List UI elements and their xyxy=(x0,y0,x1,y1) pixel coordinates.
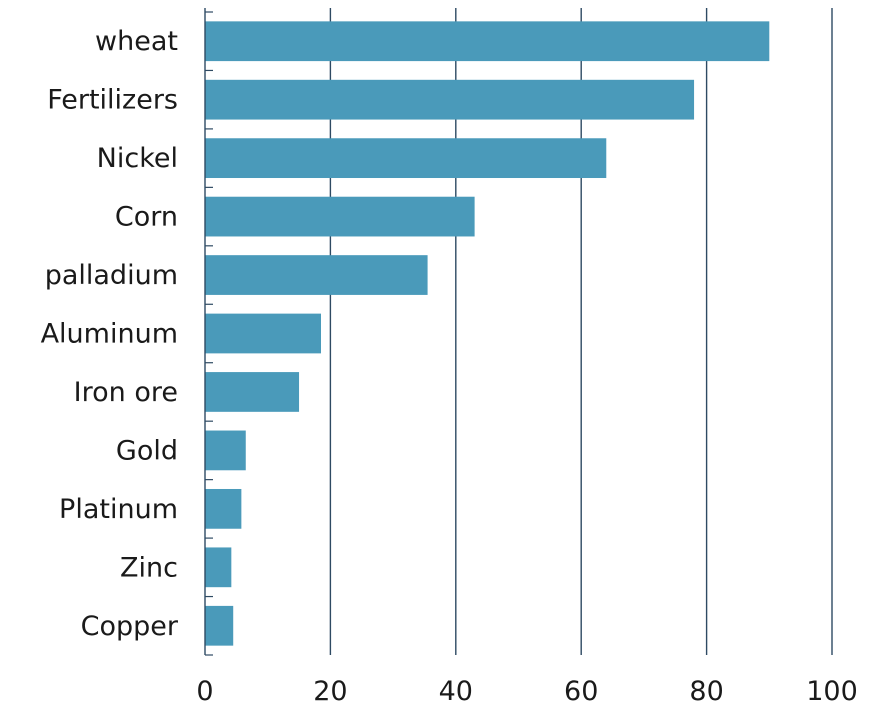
category-label-iron-ore: Iron ore xyxy=(74,377,178,408)
bar-iron-ore xyxy=(205,372,300,412)
bar-aluminum xyxy=(205,313,321,354)
x-tick-label-60: 60 xyxy=(564,676,598,707)
x-tick-label-80: 80 xyxy=(689,676,723,707)
bar-palladium xyxy=(205,255,428,295)
category-label-platinum: Platinum xyxy=(59,494,178,525)
category-label-zinc: Zinc xyxy=(120,552,178,583)
bar-fertilizers xyxy=(205,79,695,120)
category-label-nickel: Nickel xyxy=(97,143,178,174)
bar-wheat xyxy=(205,21,770,62)
category-labels: wheat Fertilizers Nickel Corn palladium Alumi… xyxy=(41,26,179,642)
x-tick-label-0: 0 xyxy=(196,676,213,707)
x-tick-label-100: 100 xyxy=(806,676,858,707)
bars xyxy=(205,21,770,646)
bar-platinum xyxy=(205,488,242,529)
bar-zinc xyxy=(205,547,232,588)
category-label-corn: Corn xyxy=(115,202,178,233)
category-label-palladium: palladium xyxy=(45,260,178,291)
category-label-wheat: wheat xyxy=(95,26,178,57)
category-label-gold: Gold xyxy=(116,435,178,466)
x-tick-label-20: 20 xyxy=(313,676,347,707)
bar-gold xyxy=(205,430,246,471)
category-label-fertilizers: Fertilizers xyxy=(47,85,178,116)
bar-corn xyxy=(205,196,475,237)
x-tick-labels: 0 20 40 60 80 100 xyxy=(196,676,857,707)
x-tick-label-40: 40 xyxy=(439,676,473,707)
category-label-copper: Copper xyxy=(81,611,179,642)
category-label-aluminum: Aluminum xyxy=(41,319,178,350)
bar-copper xyxy=(205,605,234,646)
bar-nickel xyxy=(205,138,607,179)
